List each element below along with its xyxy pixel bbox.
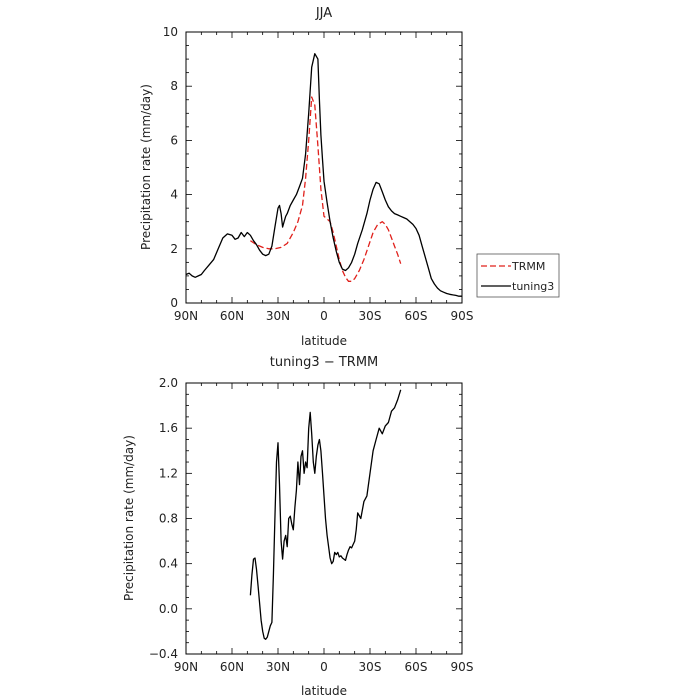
y-tick-label: 10 xyxy=(163,25,178,39)
x-tick-label: 0 xyxy=(320,309,328,323)
legend-label-trmm: TRMM xyxy=(511,260,545,273)
series-line-tuning3 xyxy=(185,53,462,297)
y-axis-label: Precipitation rate (mm/day) xyxy=(122,435,136,601)
legend: TRMM tuning3 xyxy=(476,253,560,298)
y-tick-label: 0.4 xyxy=(159,557,178,571)
axis-ticks: 90N 60N 30N 0 30S 60S 90S 0 2 4 6 8 10 xyxy=(163,25,474,323)
y-tick-label: 8 xyxy=(170,79,178,93)
chart-title: JJA xyxy=(315,6,332,21)
y-tick-label: 6 xyxy=(170,133,178,147)
series-lines xyxy=(185,53,462,297)
y-tick-label: 1.6 xyxy=(159,421,178,435)
y-tick-label: 4 xyxy=(170,188,178,202)
x-tick-label: 30N xyxy=(266,660,290,674)
axis-ticks: 90N 60N 30N 0 30S 60S 90S −0.4 0.0 0.4 0.8 1.2 1.6 2.… xyxy=(149,376,474,674)
series-line-trmm xyxy=(250,96,402,282)
legend-label-tuning3: tuning3 xyxy=(512,280,554,293)
x-tick-label: 90S xyxy=(451,309,474,323)
x-tick-label: 0 xyxy=(320,660,328,674)
series-line-difference xyxy=(249,389,402,640)
x-tick-label: 30S xyxy=(359,660,382,674)
y-tick-label: 0 xyxy=(170,296,178,310)
series-lines xyxy=(249,389,402,640)
x-tick-label: 60N xyxy=(220,660,244,674)
plot-frame xyxy=(185,31,463,304)
x-tick-label: 30N xyxy=(266,309,290,323)
x-tick-label: 60S xyxy=(405,309,428,323)
y-tick-label: 0.8 xyxy=(159,512,178,526)
y-tick-label: 2 xyxy=(170,242,178,256)
y-tick-label: 1.2 xyxy=(159,466,178,480)
y-tick-label: −0.4 xyxy=(149,647,178,661)
x-tick-label: 60N xyxy=(220,309,244,323)
x-tick-label: 90N xyxy=(174,660,198,674)
y-axis-label: Precipitation rate (mm/day) xyxy=(139,84,153,250)
chart-panel-difference: tuning3 − TRMM 90N 60N 30N 0 30S 60S 90S −0.4 0.… xyxy=(122,355,473,698)
x-axis-label: latitude xyxy=(301,684,347,698)
x-tick-label: 90N xyxy=(174,309,198,323)
x-tick-label: 90S xyxy=(451,660,474,674)
legend-box xyxy=(476,253,560,298)
y-tick-label: 2.0 xyxy=(159,376,178,390)
plot-frame xyxy=(185,382,463,655)
x-tick-label: 60S xyxy=(405,660,428,674)
chart-title: tuning3 − TRMM xyxy=(270,355,379,370)
x-tick-label: 30S xyxy=(359,309,382,323)
y-tick-label: 0.0 xyxy=(159,602,178,616)
x-axis-label: latitude xyxy=(301,334,347,348)
